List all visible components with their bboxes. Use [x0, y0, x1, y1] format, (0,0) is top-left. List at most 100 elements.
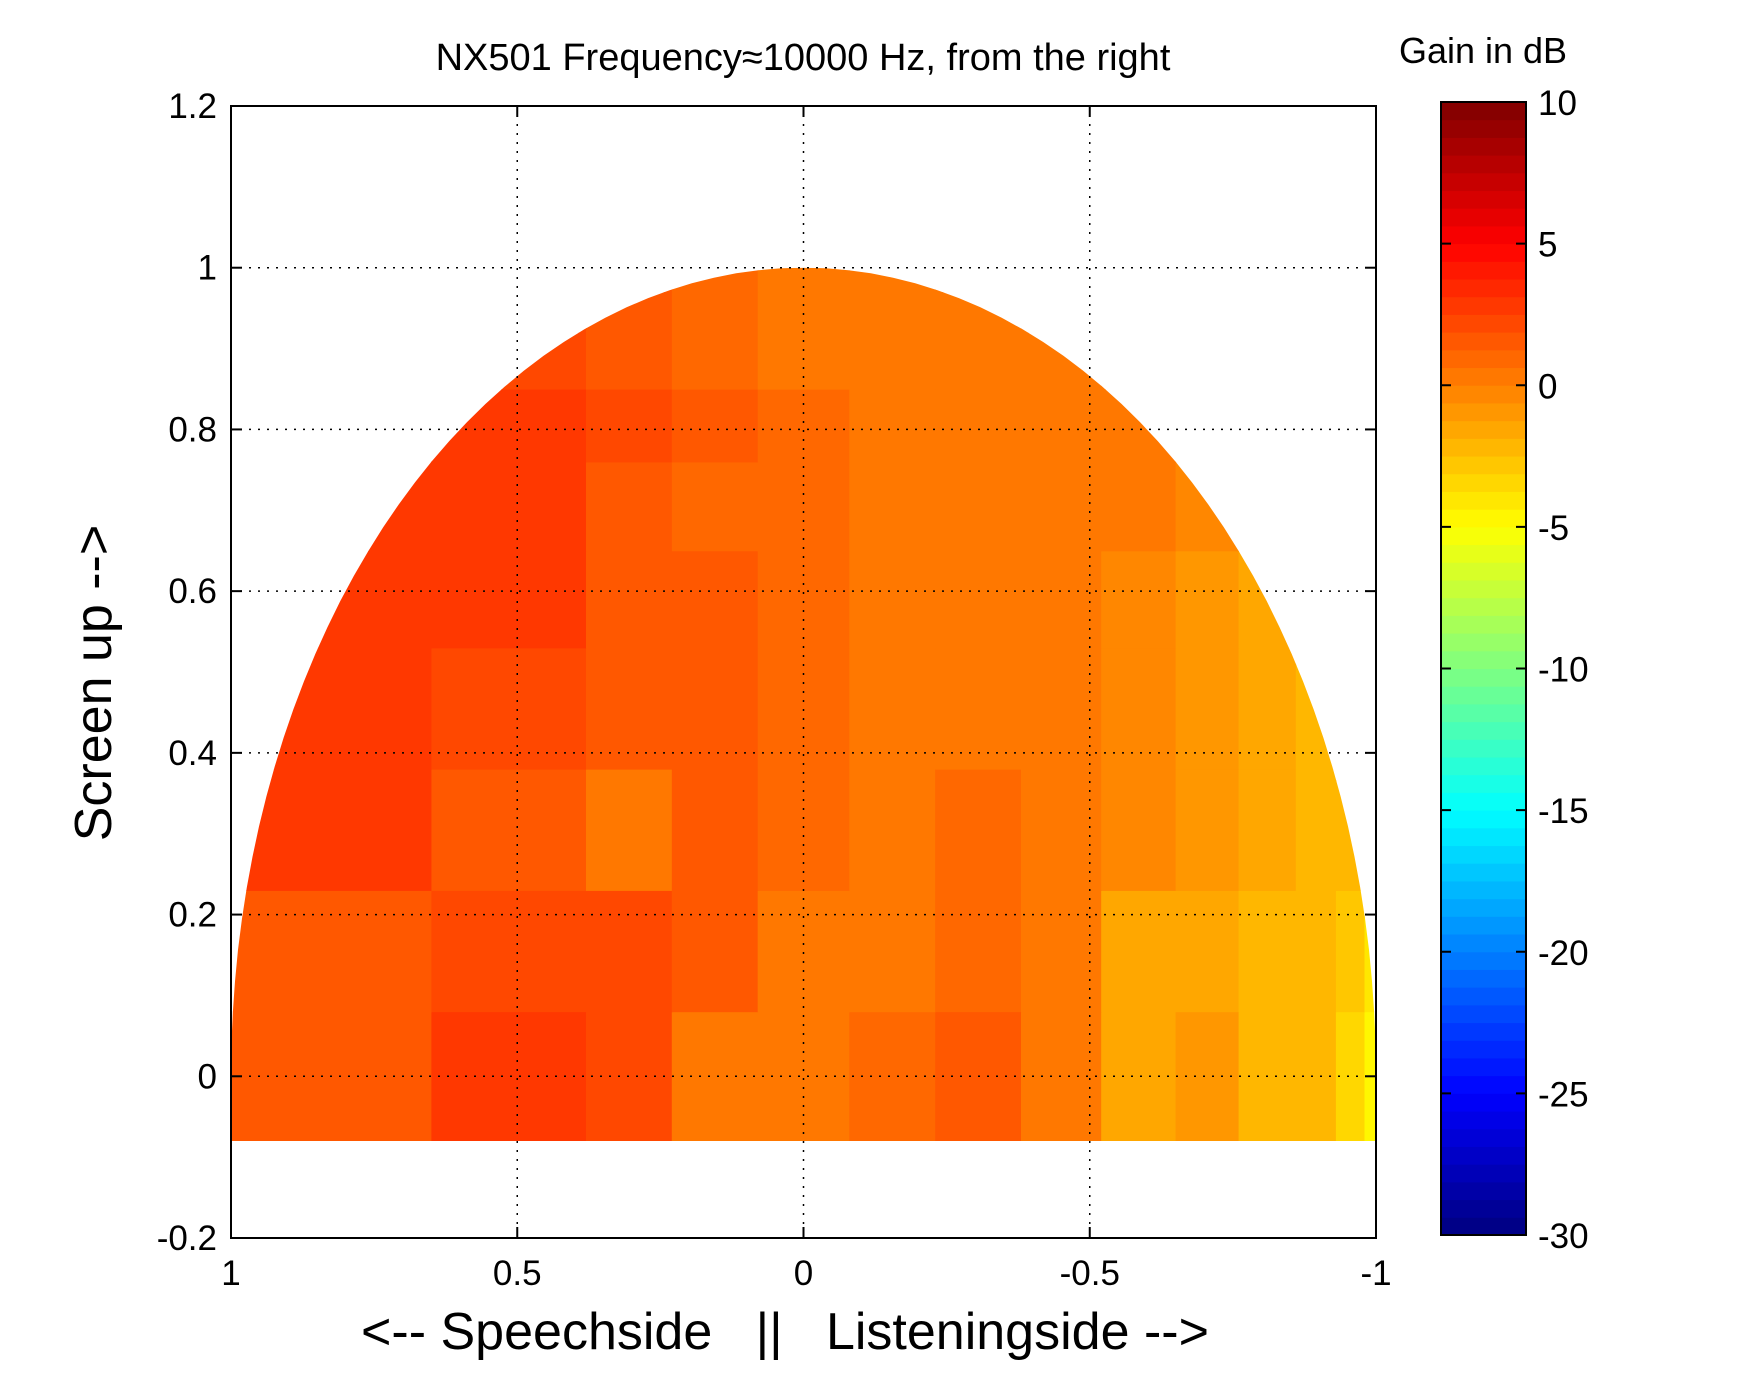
colorbar-swatch — [1441, 774, 1526, 793]
colorbar-swatch — [1441, 190, 1526, 209]
colorbar-swatch — [1441, 137, 1526, 156]
surface-patch — [935, 550, 1022, 649]
x-tick-label: -0.5 — [1060, 1254, 1120, 1293]
colorbar-swatch — [1441, 456, 1526, 475]
tick-layer: 1 0.5 0 -0.5 -1 1.2 1 0.8 0.6 0.4 0.2 0 -0.2 — [157, 87, 1392, 1293]
surface-patch — [1101, 550, 1177, 649]
colorbar-swatch — [1441, 385, 1526, 404]
x-tick-label: 0 — [794, 1254, 813, 1293]
surface-patch — [586, 647, 673, 770]
colorbar-swatch — [1441, 987, 1526, 1006]
colorbar-swatch — [1441, 208, 1526, 227]
surface-patch — [671, 461, 759, 552]
colorbar-swatch — [1441, 880, 1526, 900]
colorbar-swatch — [1441, 1093, 1526, 1112]
colorbar-tick-label: 0 — [1538, 367, 1557, 406]
colorbar-swatch — [1441, 1022, 1526, 1041]
surface-patch — [586, 890, 673, 1013]
surface-patch — [1295, 890, 1337, 1013]
surface-patch — [1021, 389, 1102, 463]
colorbar-swatch — [1441, 225, 1526, 245]
surface-patch — [1021, 461, 1102, 552]
surface-patch — [671, 890, 759, 1013]
surface-patch — [1101, 647, 1177, 770]
surface-patch — [757, 647, 850, 770]
colorbar-swatch — [1441, 526, 1526, 546]
colorbar-swatch — [1441, 491, 1526, 510]
x-axis-label: <-- Speechside || Listeningside --> — [361, 1303, 1209, 1361]
colorbar-tick-label: -15 — [1538, 792, 1589, 831]
surface-patch — [849, 461, 936, 552]
colorbar-tick-label: -10 — [1538, 651, 1589, 690]
chart-title: NX501 Frequency≈10000 Hz, from the right — [436, 37, 1171, 79]
x-tick-label: 1 — [221, 1254, 240, 1293]
surface-patch — [1295, 769, 1337, 891]
surface-patch — [586, 332, 673, 390]
colorbar-swatch — [1441, 969, 1526, 988]
colorbar-swatch — [1441, 792, 1526, 811]
y-tick-label: 0 — [198, 1057, 217, 1096]
y-tick-label: 1 — [198, 249, 217, 288]
surface-patch — [431, 461, 587, 552]
surface-patch — [586, 550, 673, 649]
colorbar-swatch — [1441, 349, 1526, 369]
surface-patch — [935, 769, 1022, 891]
surface-patch — [1021, 1011, 1102, 1141]
surface-patch — [1335, 890, 1366, 1013]
surface-patch — [849, 1011, 936, 1141]
colorbar-swatch — [1441, 650, 1526, 669]
colorbar-swatch — [1441, 615, 1526, 634]
colorbar-swatch — [1441, 579, 1526, 599]
colorbar-swatch — [1441, 1146, 1526, 1165]
y-tick-label: -0.2 — [157, 1219, 217, 1258]
colorbar-swatch — [1441, 1004, 1526, 1024]
surface-patch — [1021, 550, 1102, 649]
colorbar-swatch — [1441, 633, 1526, 652]
surface-patch — [849, 647, 936, 770]
surface-patch — [671, 647, 759, 770]
colorbar-swatch — [1441, 721, 1526, 740]
surface-patch — [1101, 769, 1177, 891]
colorbar-swatch — [1441, 686, 1526, 705]
colorbar-swatch — [1441, 296, 1526, 315]
plot-area: 1 0.5 0 -0.5 -1 1.2 1 0.8 0.6 0.4 0.2 0 -0.2 — [157, 87, 1392, 1293]
y-tick-label: 1.2 — [168, 87, 217, 126]
surface-patch — [431, 890, 587, 1013]
colorbar-swatch — [1441, 243, 1526, 262]
colorbar-tick-label: -25 — [1538, 1075, 1589, 1114]
surface-patch — [586, 769, 673, 891]
colorbar-swatch — [1441, 757, 1526, 776]
colorbar-swatch — [1441, 1199, 1526, 1218]
colorbar-swatch — [1441, 863, 1526, 882]
colorbar-tick-label: 5 — [1538, 226, 1557, 265]
surface-patch — [431, 550, 587, 649]
surface-patch — [671, 332, 759, 390]
surface-patch — [757, 890, 850, 1013]
y-tick-label: 0.4 — [168, 734, 217, 773]
colorbar-swatch — [1441, 898, 1526, 917]
x-tick-label: 0.5 — [493, 1254, 542, 1293]
colorbar-swatch — [1441, 420, 1526, 439]
colorbar-swatch — [1441, 1057, 1526, 1077]
colorbar-swatch — [1441, 916, 1526, 935]
surface-patch — [935, 890, 1022, 1013]
colorbar-swatch — [1441, 155, 1526, 174]
surface-patch — [935, 647, 1022, 770]
surface-patch — [1101, 461, 1177, 552]
surface-patch — [231, 890, 432, 1013]
colorbar-swatch — [1441, 1075, 1526, 1094]
surface-patch — [1101, 1011, 1177, 1141]
y-tick-label: 0.6 — [168, 572, 217, 611]
surface-patch — [757, 389, 850, 463]
colorbar-swatch — [1441, 934, 1526, 953]
surface-patch — [1238, 647, 1297, 770]
surface-patch — [849, 332, 936, 390]
colorbar-swatch — [1441, 261, 1526, 280]
colorbar-tick-label: 10 — [1538, 84, 1577, 123]
surface-patch — [1175, 769, 1240, 891]
surface-patch — [1175, 890, 1240, 1013]
surface-patch — [849, 550, 936, 649]
colorbar-swatch — [1441, 1040, 1526, 1059]
surface-patch — [586, 461, 673, 552]
